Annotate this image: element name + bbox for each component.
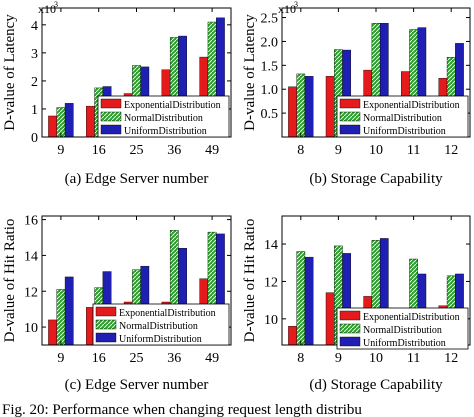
legend-swatch-uniform (339, 124, 361, 135)
x-tick-label: 36 (167, 143, 181, 158)
legend-swatch-exponential (339, 310, 361, 321)
y-tick-label: 0.5 (261, 107, 279, 122)
x-tick-label: 36 (167, 351, 181, 366)
bar-exponential (288, 86, 297, 138)
y-exponent-power: 3 (294, 0, 298, 9)
y-tick-label: 1.5 (261, 59, 279, 74)
y-exponent-power: 3 (54, 0, 58, 9)
legend-swatch-normal (95, 319, 117, 330)
bar-normal (56, 107, 66, 138)
legend-swatch-exponential (100, 98, 122, 109)
panel-caption: (b) Storage Capability (309, 171, 443, 187)
bar-uniform (304, 76, 314, 138)
chart-panel-4: 10 12 14 8 9 10 11 12 D-value of Hit Ratio Expone… (242, 215, 471, 393)
legend-swatch-uniform (95, 332, 117, 343)
legend-label: ExponentialDistribution (124, 100, 221, 111)
y-tick-label: 10 (264, 313, 278, 328)
legend-label: UniformDistribution (363, 126, 446, 137)
legend-swatch-uniform (339, 336, 361, 347)
bar-exponential (325, 292, 335, 346)
x-tick-label: 11 (407, 351, 420, 366)
bar-normal (56, 289, 66, 346)
figure-caption: Fig. 20: Performance when changing reque… (2, 402, 362, 417)
x-tick-label: 8 (297, 143, 304, 158)
legend-swatch-uniform (100, 124, 122, 135)
x-tick-label: 10 (369, 351, 383, 366)
bar-uniform (304, 256, 314, 346)
legend-label: ExponentialDistribution (363, 312, 460, 323)
y-tick-label: 4 (31, 19, 38, 34)
legend-swatch-exponential (339, 98, 361, 109)
chart-panel-2: 0.5 1.0 1.5 2.0 2.5 8 9 10 11 12 D-value of Latenc… (242, 0, 471, 187)
bar-uniform (64, 276, 74, 346)
bar-exponential (48, 115, 57, 138)
legend-label: NormalDistribution (119, 321, 198, 332)
y-tick-label: 10 (24, 321, 38, 336)
legend-swatch-exponential (95, 306, 117, 317)
x-tick-label: 11 (407, 143, 420, 158)
y-exponent: x10 (38, 2, 56, 16)
y-axis-label: D-value of Latency (2, 14, 18, 131)
x-tick-label: 12 (444, 351, 458, 366)
legend-label: NormalDistribution (124, 113, 203, 124)
y-tick-label: 2.0 (261, 35, 279, 50)
y-tick-label: 14 (264, 238, 278, 253)
y-axis-label: D-value of Hit Ratio (242, 219, 258, 343)
x-tick-label: 9 (335, 143, 342, 158)
chart-panel-3: 10 12 14 16 9 16 25 36 49 D-value of Hit Ratio Exp… (2, 214, 232, 393)
legend-swatch-normal (339, 111, 361, 122)
y-tick-label: 2.5 (261, 12, 279, 27)
legend-label: NormalDistribution (363, 325, 442, 336)
x-tick-label: 25 (130, 351, 144, 366)
legend-label: ExponentialDistribution (363, 100, 460, 111)
legend-label: UniformDistribution (363, 338, 446, 349)
legend-label: ExponentialDistribution (119, 308, 216, 319)
x-tick-label: 49 (205, 351, 219, 366)
bar-uniform (64, 103, 74, 138)
y-exponent: x10 (278, 2, 296, 16)
panel-caption: (a) Edge Server number (65, 171, 209, 187)
x-tick-label: 9 (335, 351, 342, 366)
panel-caption: (c) Edge Server number (65, 377, 209, 393)
legend-label: NormalDistribution (363, 113, 442, 124)
legend-label: UniformDistribution (124, 126, 207, 137)
y-tick-label: 12 (264, 275, 278, 290)
x-tick-label: 12 (444, 143, 458, 158)
bar-exponential (288, 326, 297, 346)
x-tick-label: 8 (297, 351, 304, 366)
x-tick-label: 10 (369, 143, 383, 158)
y-tick-label: 1 (31, 103, 38, 118)
panel-caption: (d) Storage Capability (309, 377, 443, 393)
y-tick-label: 1.0 (261, 83, 279, 98)
legend-label: UniformDistribution (119, 334, 202, 345)
bar-exponential (48, 319, 57, 346)
bar-normal (296, 73, 306, 138)
y-tick-label: 12 (24, 285, 38, 300)
legend-swatch-normal (339, 323, 361, 334)
legend-swatch-normal (100, 111, 122, 122)
x-tick-label: 25 (130, 143, 144, 158)
x-tick-label: 49 (205, 143, 219, 158)
x-tick-label: 16 (92, 351, 106, 366)
y-tick-label: 2 (31, 75, 38, 90)
y-axis-label: D-value of Hit Ratio (2, 219, 18, 343)
x-tick-label: 9 (57, 351, 64, 366)
y-axis-label: D-value of Latency (242, 14, 258, 131)
y-tick-label: 3 (31, 47, 38, 62)
bar-exponential (325, 76, 335, 138)
y-tick-label: 0 (31, 131, 38, 146)
bar-normal (296, 251, 306, 346)
y-tick-label: 16 (24, 214, 38, 229)
x-tick-label: 9 (57, 143, 64, 158)
y-tick-label: 14 (24, 249, 38, 264)
x-tick-label: 16 (92, 143, 106, 158)
bar-exponential (86, 105, 95, 138)
